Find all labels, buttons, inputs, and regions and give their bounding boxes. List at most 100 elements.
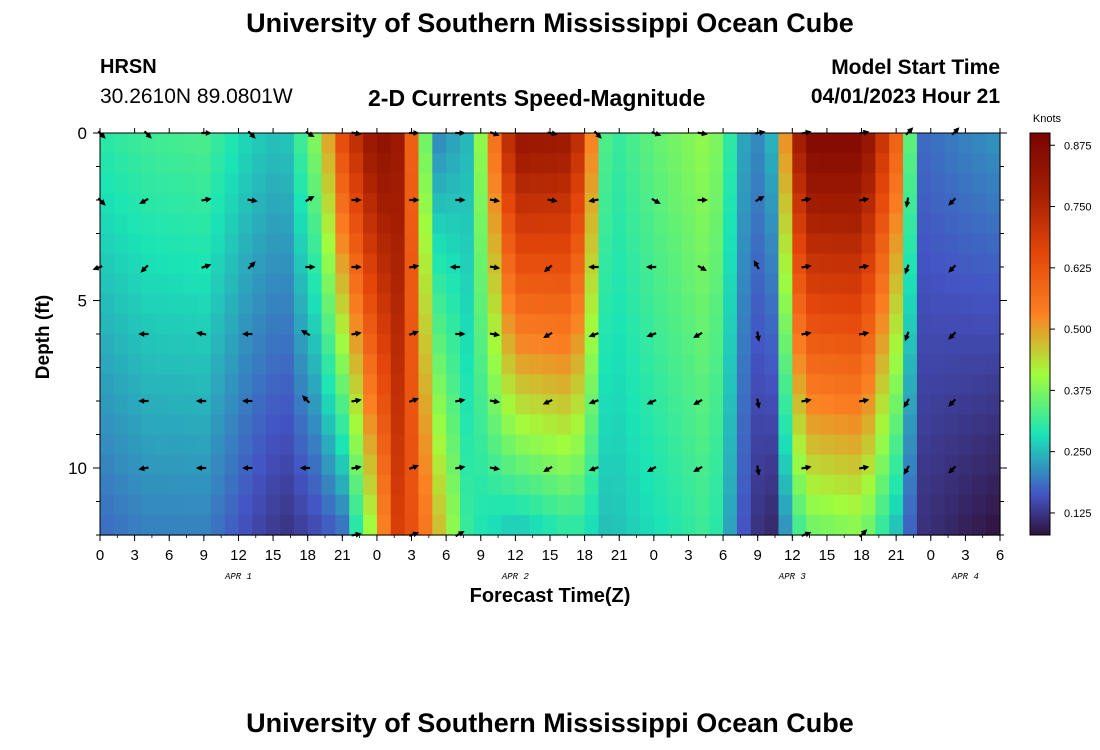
heatmap-cell	[515, 273, 530, 295]
heatmap-cell	[252, 494, 267, 516]
heatmap-cell	[113, 273, 129, 295]
heatmap-cell	[432, 494, 447, 516]
heatmap-cell	[515, 193, 530, 214]
arrow-head	[195, 398, 202, 404]
heatmap-cell	[889, 293, 904, 315]
heatmap-cell	[127, 514, 143, 536]
heatmap-cell	[404, 313, 420, 335]
heatmap-cell	[376, 173, 392, 194]
current-vector-arrow	[489, 197, 501, 204]
heatmap-cell	[903, 173, 918, 194]
heatmap-cell	[709, 434, 724, 456]
heatmap-cell	[252, 354, 267, 375]
heatmap-cell	[543, 293, 558, 315]
heatmap-cell	[155, 474, 170, 496]
heatmap-cell	[155, 293, 170, 315]
heatmap-cell	[820, 454, 835, 476]
heatmap-cell	[501, 454, 516, 476]
heatmap-cell	[778, 334, 793, 355]
arrow-head	[300, 330, 308, 336]
arrow-head	[645, 264, 652, 270]
heatmap-cell	[806, 414, 821, 436]
heatmap-cell	[210, 173, 226, 194]
heatmap-cell	[972, 253, 987, 275]
heatmap-cell	[100, 374, 115, 395]
heatmap-cell	[100, 313, 115, 335]
heatmap-cell	[792, 414, 807, 436]
heatmap-cell	[183, 474, 198, 496]
heatmap-cell	[266, 313, 281, 335]
heatmap-cell	[986, 253, 1001, 275]
heatmap-cell	[958, 394, 973, 415]
heatmap-cell	[584, 434, 600, 456]
heatmap-cell	[432, 334, 447, 355]
heatmap-cell	[141, 133, 156, 154]
heatmap-cell	[293, 514, 309, 536]
heatmap-cell	[321, 293, 336, 315]
heatmap-cell	[736, 233, 752, 255]
heatmap-cell	[598, 173, 613, 194]
heatmap-cell	[238, 354, 253, 375]
heatmap-cell	[626, 133, 641, 154]
heatmap-cell	[903, 494, 918, 516]
arrow-head	[459, 331, 466, 337]
heatmap-cell	[820, 394, 835, 415]
heatmap-cell	[972, 354, 987, 375]
heatmap-cell	[238, 173, 253, 194]
heatmap-cell	[944, 474, 960, 496]
heatmap-cell	[155, 454, 170, 476]
colorbar-tick-label: 0.375	[1064, 385, 1092, 397]
arrow-head	[702, 197, 708, 203]
heatmap-cell	[349, 354, 364, 375]
heatmap-cell	[861, 193, 876, 214]
heatmap-cell	[155, 253, 170, 275]
heatmap-cell	[584, 414, 600, 436]
heatmap-cell	[695, 153, 710, 174]
heatmap-cell	[612, 313, 627, 335]
current-vector-arrow	[97, 197, 106, 206]
heatmap-cell	[404, 454, 420, 476]
heatmap-cell	[695, 273, 710, 295]
heatmap-cell	[930, 213, 946, 235]
heatmap-cell	[847, 273, 863, 295]
heatmap-cell	[944, 374, 960, 395]
heatmap-cell	[861, 253, 876, 275]
current-vector-arrow	[801, 330, 812, 337]
heatmap-cell	[778, 233, 793, 255]
heatmap-cell	[806, 434, 821, 456]
heatmap-cell	[709, 153, 724, 174]
heatmap-cell	[598, 313, 613, 335]
arrow-head	[860, 529, 868, 536]
heatmap-cell	[127, 374, 143, 395]
arrow-head	[459, 397, 466, 404]
heatmap-cell	[736, 334, 752, 355]
heatmap-cell	[376, 253, 392, 275]
heatmap-cell	[363, 213, 378, 235]
heatmap-cell	[363, 173, 378, 194]
heatmap-cell	[543, 394, 558, 415]
heatmap-cell	[307, 394, 323, 415]
heatmap-cell	[556, 354, 572, 375]
heatmap-cell	[903, 313, 918, 335]
heatmap-cell	[889, 374, 904, 395]
heatmap-cell	[141, 293, 156, 315]
heatmap-cell	[889, 514, 904, 536]
heatmap-cell	[183, 494, 198, 516]
heatmap-cell	[584, 474, 600, 496]
current-vector-arrow	[195, 465, 207, 471]
heatmap-cell	[861, 273, 876, 295]
heatmap-cell	[487, 273, 503, 295]
arrow-head	[459, 464, 466, 471]
heatmap-cell	[529, 374, 544, 395]
heatmap-cell	[944, 213, 960, 235]
colorbar-tick-label: 0.500	[1064, 324, 1092, 336]
heatmap-cell	[349, 153, 364, 174]
heatmap-cell	[335, 414, 350, 436]
heatmap-cell	[944, 494, 960, 516]
heatmap-cell	[515, 253, 530, 275]
heatmap-cell	[363, 153, 378, 174]
heatmap-cell	[709, 193, 724, 214]
heatmap-cell	[750, 414, 766, 436]
heatmap-cell	[820, 313, 835, 335]
